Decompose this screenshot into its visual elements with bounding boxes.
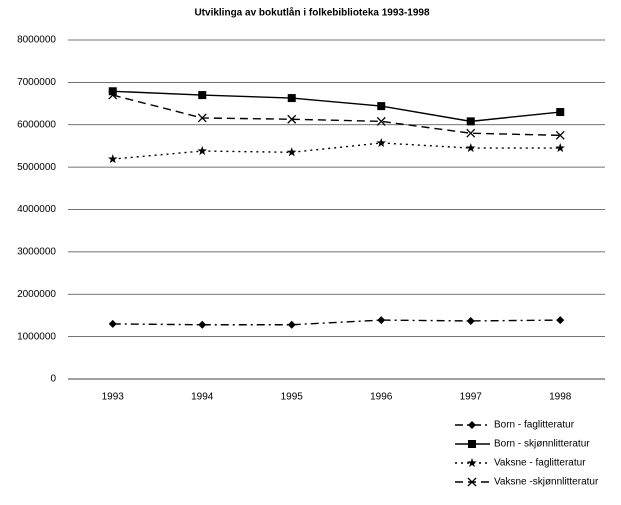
x-tick-label: 1993 — [102, 392, 125, 403]
legend-marker — [467, 458, 477, 468]
series-line — [112, 319, 561, 326]
marker — [287, 114, 297, 124]
marker — [197, 146, 208, 156]
legend-marker — [467, 477, 477, 487]
y-tick-label: 6000000 — [17, 119, 56, 130]
marker — [198, 320, 207, 329]
marker — [556, 316, 565, 325]
legend-marker — [468, 440, 476, 448]
marker — [466, 128, 476, 138]
legend-label: Vaksne - faglitteratur — [494, 458, 586, 469]
marker — [108, 90, 118, 100]
marker — [197, 113, 207, 123]
marker — [108, 87, 117, 96]
y-tick-label: 3000000 — [17, 247, 56, 258]
marker — [108, 319, 117, 328]
marker — [287, 320, 296, 329]
y-tick-label: 7000000 — [17, 77, 56, 88]
series-line — [112, 142, 561, 160]
legend-marker — [468, 421, 476, 429]
y-tick-label: 2000000 — [17, 289, 56, 300]
marker — [377, 102, 386, 111]
chart-title: Utviklinga av bokutlån i folkebiblioteka… — [194, 7, 430, 19]
marker — [376, 116, 386, 126]
y-tick-label: 8000000 — [17, 35, 56, 46]
marker — [286, 147, 297, 157]
marker — [377, 316, 386, 325]
marker — [465, 143, 476, 153]
y-tick-label: 5000000 — [17, 162, 56, 173]
x-tick-label: 1995 — [281, 392, 304, 403]
y-tick-label: 1000000 — [17, 331, 56, 342]
legend-label: Vaksne -skjønnlitteratur — [494, 477, 599, 488]
series-line — [112, 90, 561, 123]
marker — [198, 91, 207, 100]
x-tick-label: 1996 — [370, 392, 393, 403]
y-tick-label: 4000000 — [17, 204, 56, 215]
series-line — [112, 94, 561, 137]
x-tick-label: 1994 — [191, 392, 214, 403]
marker — [466, 316, 475, 325]
legend-label: Born - skjønnlitteratur — [494, 439, 590, 450]
marker — [555, 143, 566, 153]
marker — [287, 94, 296, 103]
legend-label: Born - faglitteratur — [494, 420, 575, 431]
marker — [376, 137, 387, 148]
x-tick-label: 1998 — [549, 392, 572, 403]
marker — [107, 154, 118, 164]
x-tick-label: 1997 — [460, 392, 483, 403]
marker — [556, 108, 565, 117]
y-tick-label: 0 — [50, 374, 56, 385]
marker — [555, 130, 565, 140]
marker — [466, 117, 475, 126]
